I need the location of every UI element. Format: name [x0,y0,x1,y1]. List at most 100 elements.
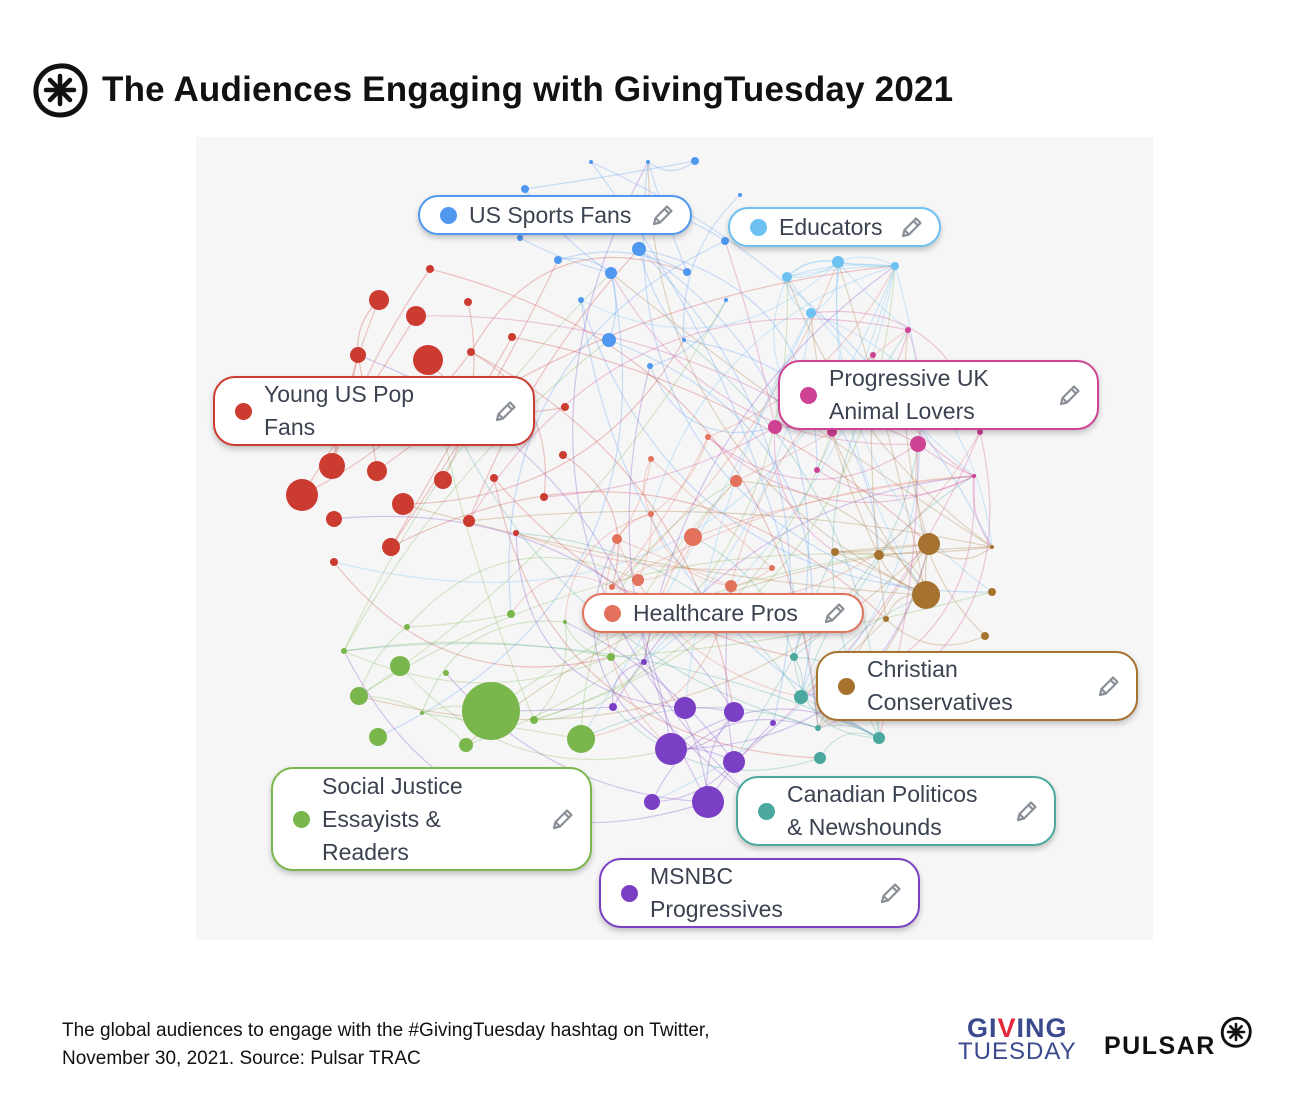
network-node-msnbc[interactable] [692,786,724,818]
network-node-health[interactable] [648,456,654,462]
network-node-sports[interactable] [521,185,529,193]
network-node-social[interactable] [563,620,567,624]
network-node-sports[interactable] [682,338,686,342]
network-node-msnbc[interactable] [609,703,617,711]
network-node-animal[interactable] [977,429,983,435]
network-node-pop[interactable] [413,345,443,375]
network-node-educators[interactable] [891,262,899,270]
network-node-sports[interactable] [721,237,729,245]
network-node-social[interactable] [341,648,347,654]
network-node-christian[interactable] [831,548,839,556]
network-node-sports[interactable] [589,160,593,164]
network-node-social[interactable] [350,687,368,705]
network-node-health[interactable] [730,475,742,487]
network-node-sports[interactable] [602,333,616,347]
network-node-pop[interactable] [330,558,338,566]
network-node-sports[interactable] [517,235,523,241]
pencil-icon[interactable] [899,214,925,240]
network-node-pop[interactable] [463,515,475,527]
network-node-animal[interactable] [905,327,911,333]
network-node-social[interactable] [507,610,515,618]
network-node-health[interactable] [684,528,702,546]
network-node-pop[interactable] [392,493,414,515]
network-node-social[interactable] [462,682,520,740]
network-node-pop[interactable] [326,511,342,527]
network-node-pop[interactable] [490,474,498,482]
network-node-christian[interactable] [990,545,994,549]
network-node-pop[interactable] [540,493,548,501]
network-node-sports[interactable] [605,267,617,279]
network-node-canadian[interactable] [815,725,821,731]
network-node-pop[interactable] [464,298,472,306]
network-node-pop[interactable] [559,451,567,459]
audience-label-sports[interactable]: US Sports Fans [418,195,692,235]
network-node-christian[interactable] [883,616,889,622]
network-node-animal[interactable] [972,474,976,478]
network-node-health[interactable] [609,584,615,590]
network-node-educators[interactable] [782,272,792,282]
network-node-pop[interactable] [513,530,519,536]
network-node-health[interactable] [612,534,622,544]
network-node-msnbc[interactable] [641,659,647,665]
pencil-icon[interactable] [1014,798,1040,824]
network-node-canadian[interactable] [814,752,826,764]
network-node-social[interactable] [390,656,410,676]
audience-label-social[interactable]: Social Justice Essayists & Readers [271,767,592,871]
network-node-sports[interactable] [632,242,646,256]
pencil-icon[interactable] [493,398,519,424]
network-node-social[interactable] [607,653,615,661]
network-node-social[interactable] [567,725,595,753]
network-node-educators[interactable] [832,256,844,268]
network-node-pop[interactable] [350,347,366,363]
network-node-social[interactable] [443,670,449,676]
network-node-health[interactable] [632,574,644,586]
network-node-animal[interactable] [870,352,876,358]
network-node-social[interactable] [369,728,387,746]
network-node-canadian[interactable] [873,732,885,744]
network-node-canadian[interactable] [794,690,808,704]
network-node-health[interactable] [769,565,775,571]
audience-label-animal[interactable]: Progressive UK Animal Lovers [778,360,1099,430]
pencil-icon[interactable] [878,880,904,906]
audience-label-christian[interactable]: Christian Conservatives [816,651,1138,721]
network-node-msnbc[interactable] [644,794,660,810]
network-node-msnbc[interactable] [674,697,696,719]
network-node-pop[interactable] [369,290,389,310]
network-node-pop[interactable] [508,333,516,341]
network-node-health[interactable] [725,580,737,592]
network-node-educators[interactable] [806,308,816,318]
network-node-sports[interactable] [724,298,728,302]
pencil-icon[interactable] [650,202,676,228]
network-node-canadian[interactable] [790,653,798,661]
network-node-christian[interactable] [918,533,940,555]
pencil-icon[interactable] [550,806,576,832]
network-node-pop[interactable] [467,348,475,356]
network-node-msnbc[interactable] [655,733,687,765]
network-node-health[interactable] [648,511,654,517]
network-node-pop[interactable] [319,453,345,479]
network-node-christian[interactable] [988,588,996,596]
network-node-pop[interactable] [561,403,569,411]
network-node-pop[interactable] [382,538,400,556]
network-node-christian[interactable] [874,550,884,560]
network-node-sports[interactable] [647,363,653,369]
network-node-animal[interactable] [910,436,926,452]
audience-label-msnbc[interactable]: MSNBC Progressives [599,858,920,928]
network-node-sports[interactable] [683,268,691,276]
network-node-christian[interactable] [981,632,989,640]
audience-label-pop[interactable]: Young US Pop Fans [213,376,535,446]
network-node-social[interactable] [459,738,473,752]
network-node-social[interactable] [404,624,410,630]
network-node-pop[interactable] [426,265,434,273]
network-node-animal[interactable] [768,420,782,434]
pencil-icon[interactable] [1096,673,1122,699]
network-node-pop[interactable] [286,479,318,511]
network-node-pop[interactable] [367,461,387,481]
network-node-sports[interactable] [554,256,562,264]
network-node-animal[interactable] [814,467,820,473]
network-node-pop[interactable] [434,471,452,489]
audience-label-health[interactable]: Healthcare Pros [582,593,864,633]
network-node-msnbc[interactable] [770,720,776,726]
network-node-christian[interactable] [912,581,940,609]
network-node-health[interactable] [705,434,711,440]
